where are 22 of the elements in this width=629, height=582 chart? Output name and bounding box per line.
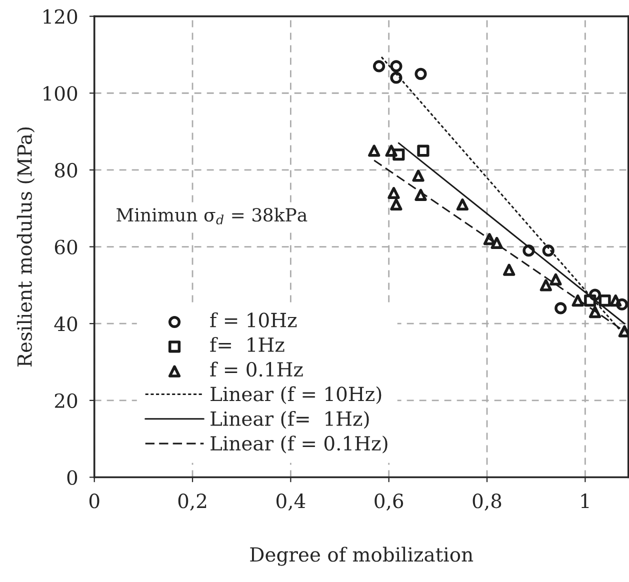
- y-tick-label: 40: [54, 316, 78, 332]
- y-tick-label: 60: [54, 240, 78, 254]
- x-tick-label: 0,2: [178, 494, 206, 511]
- y-tick-label: 120: [44, 9, 78, 24]
- legend-label: Linear (f = 10Hz): [210, 386, 382, 404]
- x-tick-label: 1: [581, 494, 589, 508]
- legend-label: Linear (f= 1Hz): [210, 410, 369, 429]
- y-tick-label: 80: [54, 162, 78, 178]
- y-tick-label: 0: [67, 470, 78, 485]
- legend-label: f= 1Hz: [210, 336, 284, 352]
- x-tick-label: 0: [89, 494, 100, 508]
- x-tick-label: 0,6: [374, 494, 404, 511]
- x-axis-title: Degree of mobilization: [250, 546, 474, 566]
- y-axis-title: Resilient modulus (MPa): [16, 127, 35, 367]
- annotation: Minimun σ$_{d}$ = 38kPa: [116, 208, 308, 224]
- legend-label: f = 10Hz: [210, 312, 297, 328]
- y-tick-label: 100: [44, 86, 78, 101]
- legend-label: f = 0.1Hz: [210, 362, 303, 377]
- y-tick-label: 20: [54, 393, 78, 408]
- legend-label: Linear (f = 0.1Hz): [210, 436, 388, 454]
- x-tick-label: 0,4: [276, 494, 306, 511]
- x-tick-label: 0,8: [472, 494, 502, 511]
